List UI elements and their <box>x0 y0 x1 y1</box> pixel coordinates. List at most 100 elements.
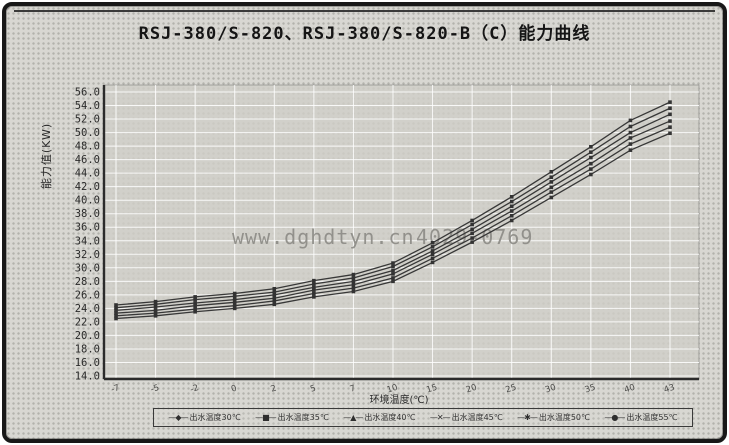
data-point-marker <box>549 195 554 200</box>
data-point-marker <box>430 256 435 261</box>
data-point-marker <box>509 209 514 213</box>
legend-marker-icon: —✱— <box>517 412 538 422</box>
svg-text:22.0: 22.0 <box>75 316 100 328</box>
svg-text:24.0: 24.0 <box>75 303 100 315</box>
legend-item: —▲— 出水温度40℃ <box>343 412 416 422</box>
svg-text:28.0: 28.0 <box>75 276 100 288</box>
data-point-marker <box>153 302 158 307</box>
data-point-marker <box>272 286 277 291</box>
data-point-marker <box>351 272 356 277</box>
data-point-marker <box>193 301 197 305</box>
data-point-marker <box>351 279 356 284</box>
legend-label: 出水温度55℃ <box>626 412 678 422</box>
data-point-marker <box>430 249 435 253</box>
svg-text:32.0: 32.0 <box>75 249 100 261</box>
data-point-marker <box>153 305 158 309</box>
svg-text:50.0: 50.0 <box>75 127 100 139</box>
svg-text:46.0: 46.0 <box>75 154 100 166</box>
data-point-marker <box>668 119 672 123</box>
data-point-marker <box>351 276 356 280</box>
svg-text:5: 5 <box>309 384 317 395</box>
data-point-marker <box>232 306 237 311</box>
data-point-marker <box>589 161 593 166</box>
data-point-marker <box>470 222 474 227</box>
svg-text:18.0: 18.0 <box>75 343 100 355</box>
data-point-marker <box>509 218 514 223</box>
svg-text:54.0: 54.0 <box>75 100 100 112</box>
data-point-marker <box>430 252 435 257</box>
data-point-marker <box>232 294 237 299</box>
svg-text:40.0: 40.0 <box>75 195 100 207</box>
svg-text:43: 43 <box>663 383 676 396</box>
data-point-marker <box>628 130 633 135</box>
capacity-chart-canvas: www.dghdtyn.cn 4029-0769 56.054.0 52.050.0 4… <box>39 84 700 406</box>
data-point-marker <box>193 297 197 302</box>
data-point-marker <box>351 282 356 287</box>
data-point-marker <box>549 190 554 194</box>
data-point-marker <box>668 125 672 129</box>
svg-text:14.0: 14.0 <box>75 371 100 383</box>
watermark-text: www.dghdtyn.cn 4029-0769 <box>232 225 532 249</box>
data-point-marker <box>668 106 672 111</box>
data-point-marker <box>391 272 395 276</box>
svg-text:52.0: 52.0 <box>75 114 100 126</box>
data-point-marker <box>470 240 474 244</box>
legend-marker-icon: —●— <box>604 412 625 422</box>
svg-text:0: 0 <box>230 384 238 395</box>
y-axis-title: 能力值(KW) <box>39 123 53 189</box>
x-axis-title: 环境温度(℃) <box>369 393 428 406</box>
data-point-marker <box>628 142 633 146</box>
svg-text:25: 25 <box>504 383 517 396</box>
legend-marker-icon: —✕— <box>429 412 451 422</box>
data-point-marker <box>430 260 435 265</box>
data-point-marker <box>232 291 237 296</box>
svg-text:48.0: 48.0 <box>75 141 100 153</box>
data-point-marker <box>668 112 672 117</box>
data-point-marker <box>589 167 593 171</box>
data-point-marker <box>470 227 474 232</box>
svg-text:44.0: 44.0 <box>75 168 100 180</box>
svg-text:www.dghdtyn.cn: www.dghdtyn.cn <box>232 225 415 249</box>
data-point-marker <box>312 291 316 296</box>
data-point-marker <box>153 314 158 318</box>
svg-text:7: 7 <box>349 384 357 395</box>
svg-text:-2: -2 <box>189 383 200 395</box>
axis-spines <box>102 85 699 381</box>
data-point-marker <box>114 305 118 310</box>
data-point-marker <box>193 295 197 299</box>
svg-text:26.0: 26.0 <box>75 289 100 301</box>
data-point-marker <box>153 308 158 313</box>
data-point-marker <box>272 302 277 307</box>
svg-text:38.0: 38.0 <box>75 208 100 220</box>
legend-label: 出水温度40℃ <box>364 412 416 422</box>
svg-text:20: 20 <box>465 383 478 396</box>
data-point-marker <box>668 100 672 104</box>
data-point-marker <box>114 303 118 307</box>
data-point-marker <box>312 285 316 290</box>
data-point-marker <box>114 316 118 321</box>
data-point-marker <box>668 131 672 136</box>
data-point-marker <box>391 261 395 265</box>
svg-text:10: 10 <box>386 383 399 396</box>
data-point-marker <box>391 276 395 280</box>
data-point-marker <box>312 288 316 292</box>
data-point-marker <box>391 268 395 273</box>
data-point-marker <box>470 231 474 236</box>
svg-text:42.0: 42.0 <box>75 181 100 193</box>
data-point-marker <box>470 236 474 240</box>
data-point-marker <box>509 213 514 218</box>
data-point-marker <box>272 296 277 301</box>
data-point-marker <box>628 148 633 152</box>
data-point-marker <box>589 172 593 177</box>
data-point-marker <box>114 314 118 318</box>
x-axis-labels: -7 -5 -2 0 2 5 7 10 15 20 25 30 35 40 43 <box>110 383 676 396</box>
legend-marker-icon: —■— <box>255 412 277 422</box>
data-point-marker <box>193 303 197 308</box>
svg-text:-7: -7 <box>110 383 121 395</box>
data-point-marker <box>193 309 197 314</box>
data-point-marker <box>351 286 356 290</box>
legend-label: 出水温度45℃ <box>451 412 503 422</box>
data-point-marker <box>628 124 633 129</box>
legend-label: 出水温度35℃ <box>277 412 329 422</box>
